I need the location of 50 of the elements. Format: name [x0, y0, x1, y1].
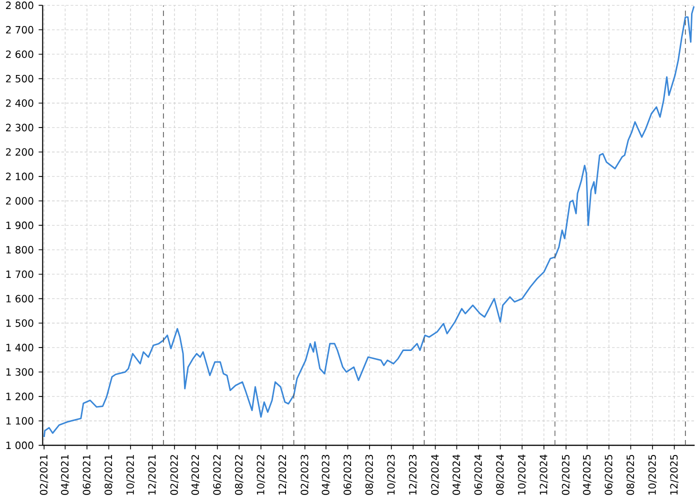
y-tick-label: 1 200: [6, 392, 34, 400]
x-tick-label: 04/2021: [60, 454, 70, 495]
x-tick-label: 08/2021: [104, 454, 113, 495]
x-tick-label: 12/2025: [670, 454, 678, 494]
x-tick-label: 10/2024: [518, 454, 526, 494]
x-tick-label: 06/2025: [604, 454, 614, 495]
x-tick-label: 12/2021: [148, 454, 157, 494]
x-tick-label: 02/2023: [300, 454, 310, 495]
y-tick-label: 2 600: [6, 50, 34, 58]
x-tick-label: 06/2022: [213, 455, 222, 495]
x-tick-label: 02/2022: [170, 455, 179, 495]
x-tick-label: 10/2025: [648, 454, 657, 494]
x-tick-label: 10/2023: [387, 454, 396, 494]
y-tick-label: 2 400: [6, 99, 34, 107]
y-tick-label: 2 100: [6, 172, 34, 180]
y-tick-label: 2 800: [6, 2, 34, 10]
y-tick-label: 2 000: [6, 197, 34, 205]
x-tick-label: 04/2025: [582, 454, 592, 495]
x-tick-label: 04/2022: [191, 455, 200, 495]
y-tick-label: 1 000: [6, 442, 34, 450]
x-tick-label: 12/2024: [540, 454, 548, 494]
y-tick-label: 1 600: [6, 294, 34, 302]
x-tick-label: 02/2021: [40, 454, 48, 495]
x-tick-label: 10/2021: [126, 454, 135, 494]
x-tick-label: 04/2023: [322, 454, 330, 495]
x-tick-label: 02/2025: [562, 454, 570, 495]
y-tick-label: 2 700: [6, 26, 34, 34]
x-tick-label: 04/2024: [452, 454, 461, 495]
x-tick-label: 10/2022: [256, 455, 266, 494]
x-tick-label: 06/2024: [474, 454, 483, 495]
y-tick-label: 1 300: [6, 368, 34, 376]
y-tick-label: 2 200: [6, 148, 34, 156]
x-tick-label: 12/2023: [408, 454, 418, 494]
y-tick-label: 1 900: [6, 222, 34, 230]
x-tick-label: 08/2023: [365, 454, 374, 495]
y-tick-label: 1 400: [6, 344, 34, 352]
y-tick-label: 1 500: [6, 319, 34, 327]
y-tick-label: 1 800: [6, 246, 34, 254]
y-tick-label: 1 700: [6, 270, 34, 278]
x-tick-label: 06/2023: [344, 454, 352, 495]
y-tick-label: 2 500: [6, 74, 34, 82]
y-tick-label: 2 300: [6, 124, 34, 132]
x-tick-label: 08/2022: [234, 455, 244, 495]
x-tick-label: 02/2024: [431, 454, 440, 495]
line-series: [43, 6, 695, 438]
x-tick-label: 12/2022: [278, 455, 287, 494]
x-tick-label: 08/2025: [626, 454, 635, 495]
y-tick-label: 1 100: [6, 417, 34, 425]
x-tick-label: 06/2021: [82, 454, 92, 495]
x-tick-label: 08/2024: [496, 454, 504, 495]
